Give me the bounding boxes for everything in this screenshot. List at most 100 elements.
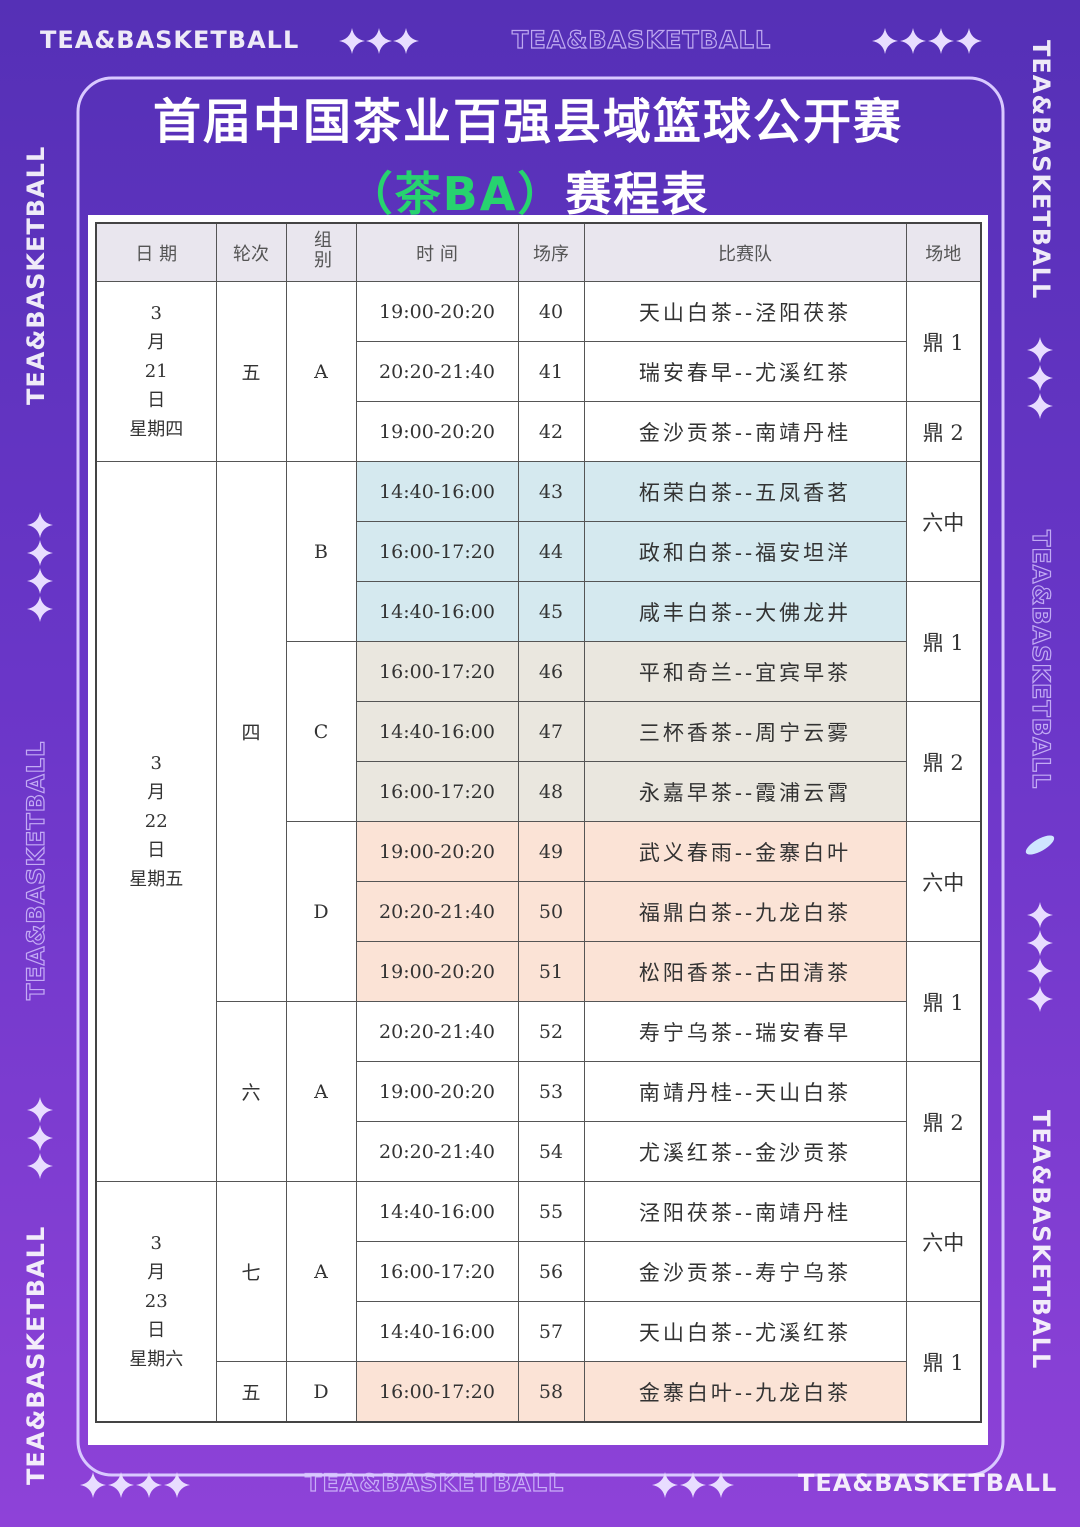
star xyxy=(27,1125,53,1151)
header-text: 轮次 xyxy=(233,243,269,265)
time-cell: 20:20-21:40 xyxy=(355,1121,519,1182)
date-line: 月 xyxy=(147,332,166,353)
date-cell: 3 月 21 日星期四 xyxy=(95,281,217,462)
no-cell: 56 xyxy=(517,1241,585,1302)
schedule-table: 日 期轮次 组别时 间场序 比赛队 场地 3 月 21 日星期四五 A 19:00-20:20 40… xyxy=(95,222,982,1423)
star xyxy=(80,1472,106,1498)
no-cell: 45 xyxy=(517,581,585,642)
teams-cell: 泾阳茯茶--南靖丹桂 xyxy=(583,1181,907,1242)
header-cell: 日 期 xyxy=(95,222,217,282)
brand-label: TEA&BASKETBALL xyxy=(1027,530,1055,789)
teams-cell: 武义春雨--金寨白叶 xyxy=(583,821,907,882)
no-cell: 44 xyxy=(517,521,585,582)
match-no: 47 xyxy=(538,720,564,743)
header-cell: 比赛队 xyxy=(583,222,907,282)
teams: 金寨白叶--九龙白茶 xyxy=(638,1380,852,1405)
teams: 咸丰白茶--大佛龙井 xyxy=(638,600,852,625)
time-cell: 14:40-16:00 xyxy=(355,701,519,762)
round-cell: 四 xyxy=(215,461,287,1002)
teams: 南靖丹桂--天山白茶 xyxy=(638,1080,852,1105)
time: 20:20-21:40 xyxy=(379,1140,495,1163)
match-no: 52 xyxy=(538,1020,564,1043)
round-label: 七 xyxy=(241,1262,261,1284)
no-cell: 40 xyxy=(517,281,585,342)
group-cell: D xyxy=(285,821,357,1002)
time: 19:00-20:20 xyxy=(379,1080,495,1103)
no-cell: 53 xyxy=(517,1061,585,1122)
star xyxy=(1027,393,1053,419)
match-row: 19:00-20:20 42 金沙贡茶--南靖丹桂 鼎 2 xyxy=(96,401,982,462)
frame xyxy=(76,76,1005,1477)
no-cell: 50 xyxy=(517,881,585,942)
match-row: 3 月 23 日星期六 七 A 14:40-16:00 55 泾阳茯茶--南靖丹桂 六中 xyxy=(95,1181,982,1423)
match-no: 42 xyxy=(538,420,564,443)
brand-label: TEA&BASKETBALL xyxy=(22,741,50,1000)
match-no: 50 xyxy=(538,900,564,923)
time: 20:20-21:40 xyxy=(379,900,495,923)
brand-label: TEA&BASKETBALL xyxy=(22,1226,50,1485)
header-text: 场序 xyxy=(533,243,569,265)
teams-cell: 松阳香茶--古田清茶 xyxy=(583,941,907,1002)
teams-cell: 福鼎白茶--九龙白茶 xyxy=(583,881,907,942)
time-cell: 16:00-17:20 xyxy=(355,641,519,702)
header-row: 日 期 轮次 组别 时 间 场序 比赛队 场地 xyxy=(95,222,982,282)
teams-cell: 天山白茶--泾阳茯茶 xyxy=(583,281,907,342)
group-label: D xyxy=(313,1380,329,1403)
header-cell: 轮次 xyxy=(215,222,287,282)
match-row: 20:20-21:40 41 瑞安春早--尤溪红茶 xyxy=(96,341,981,402)
time-cell: 20:20-21:40 xyxy=(355,1001,519,1062)
match-no: 40 xyxy=(538,300,564,323)
time-cell: 20:20-21:40 xyxy=(355,881,519,942)
round-label: 五 xyxy=(241,362,261,384)
date-line: 日 xyxy=(147,1320,166,1341)
teams-cell: 金沙贡茶--寿宁乌茶 xyxy=(583,1241,907,1302)
match-no: 49 xyxy=(538,840,564,863)
teams-cell: 三杯香茶--周宁云雾 xyxy=(583,701,907,762)
time: 14:40-16:00 xyxy=(379,1200,495,1223)
star xyxy=(956,28,982,54)
brand-label: TEA&BASKETBALL xyxy=(798,1469,1057,1497)
round-label: 六 xyxy=(241,1082,261,1104)
star xyxy=(1027,365,1053,391)
venue-label: 六中 xyxy=(922,870,965,895)
header-cell: 组别 xyxy=(285,222,357,282)
time-cell: 19:00-20:20 xyxy=(355,401,519,462)
group-cell: C xyxy=(285,641,357,822)
time: 16:00-17:20 xyxy=(379,1380,495,1403)
teams-cell: 尤溪红茶--金沙贡茶 xyxy=(583,1121,907,1182)
teams: 松阳香茶--古田清茶 xyxy=(638,960,852,985)
time-cell: 20:20-21:40 xyxy=(355,341,519,402)
match-row: 六 A 20:20-21:40 52 寿宁乌茶--瑞安春早 xyxy=(96,1001,981,1182)
venue-label: 鼎 1 xyxy=(922,630,964,655)
brand-label: TEA&BASKETBALL xyxy=(22,146,50,405)
brand-label: TEA&BASKETBALL xyxy=(40,26,299,54)
time-cell: 16:00-17:20 xyxy=(355,1361,519,1423)
header-cell: 时 间 xyxy=(355,222,519,282)
header-text: 日 期 xyxy=(135,243,178,265)
match-row: 19:00-20:20 51 松阳香茶--古田清茶鼎 1 xyxy=(96,941,982,1062)
group-cell: A xyxy=(285,281,357,462)
match-row: 20:20-21:40 50 福鼎白茶--九龙白茶 xyxy=(96,881,981,942)
time: 19:00-20:20 xyxy=(379,840,495,863)
match-row: 14:40-16:00 47 三杯香茶--周宁云雾鼎 2 xyxy=(96,701,982,822)
star xyxy=(27,596,53,622)
no-cell: 41 xyxy=(517,341,585,402)
star xyxy=(27,540,53,566)
no-cell: 47 xyxy=(517,701,585,762)
match-no: 58 xyxy=(538,1380,564,1403)
time-cell: 14:40-16:00 xyxy=(355,1181,519,1242)
teams: 金沙贡茶--南靖丹桂 xyxy=(638,420,852,445)
star xyxy=(1027,337,1053,363)
no-cell: 52 xyxy=(517,1001,585,1062)
star xyxy=(1027,930,1053,956)
date-line: 3 xyxy=(150,303,162,324)
no-cell: 51 xyxy=(517,941,585,1002)
time: 14:40-16:00 xyxy=(379,600,495,623)
header-text: 组别 xyxy=(311,230,332,270)
round-cell: 五 xyxy=(215,1361,287,1423)
no-cell: 43 xyxy=(517,461,585,522)
title: 首届中国茶业百强县域篮球公开赛 xyxy=(0,82,1068,152)
venue-label: 六中 xyxy=(922,1230,965,1255)
